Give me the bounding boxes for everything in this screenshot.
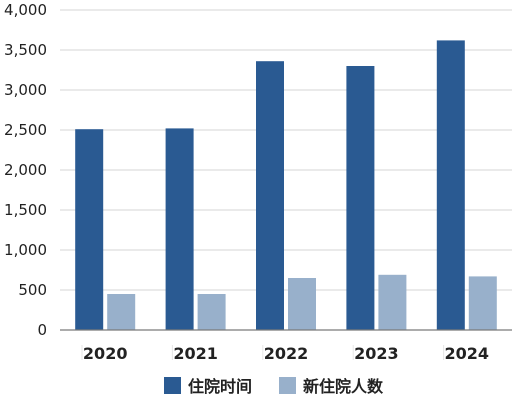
bar-series1-2021 xyxy=(165,128,194,330)
bar-series1-2023 xyxy=(346,66,375,330)
x-tick-label: 2024 xyxy=(445,344,490,363)
y-tick-label: 3,000 xyxy=(4,81,47,99)
legend-label: 新住院人数 xyxy=(303,377,384,396)
x-tick-label: 2023 xyxy=(354,344,399,363)
bars xyxy=(75,40,497,331)
x-axis xyxy=(60,329,512,360)
bar-series2-2024 xyxy=(468,276,497,330)
y-tick-label: 500 xyxy=(18,281,47,299)
bar-series1-2020 xyxy=(75,129,104,330)
y-tick-label: 0 xyxy=(37,321,47,339)
y-tick-label: 3,500 xyxy=(4,41,47,59)
y-tick-label: 2,500 xyxy=(4,121,47,139)
y-tick-label: 4,000 xyxy=(4,1,47,19)
legend-swatch xyxy=(279,377,296,394)
y-axis-tick-labels: 0 500 1,000 1,500 2,000 2,500 3,000 3,500 4,000 xyxy=(4,1,47,339)
legend: 住院时间 新住院人数 xyxy=(164,377,384,396)
y-tick-label: 1,500 xyxy=(4,201,47,219)
bar-series1-2022 xyxy=(256,61,284,330)
legend-label: 住院时间 xyxy=(188,377,252,396)
bar-series2-2023 xyxy=(378,274,407,330)
bar-series1-2024 xyxy=(436,40,465,331)
legend-swatch xyxy=(164,377,181,394)
x-tick-label: 2020 xyxy=(83,344,128,363)
x-tick-label: 2021 xyxy=(173,344,218,363)
bar-series2-2022 xyxy=(288,278,316,330)
x-tick-label: 2022 xyxy=(264,344,309,363)
bar-series2-2020 xyxy=(107,294,136,330)
y-tick-label: 2,000 xyxy=(4,161,47,179)
x-axis-tick-labels: 2020 2021 2022 2023 2024 xyxy=(83,344,489,363)
bar-series2-2021 xyxy=(197,294,226,330)
y-tick-label: 1,000 xyxy=(4,241,47,259)
gridlines xyxy=(60,9,512,291)
